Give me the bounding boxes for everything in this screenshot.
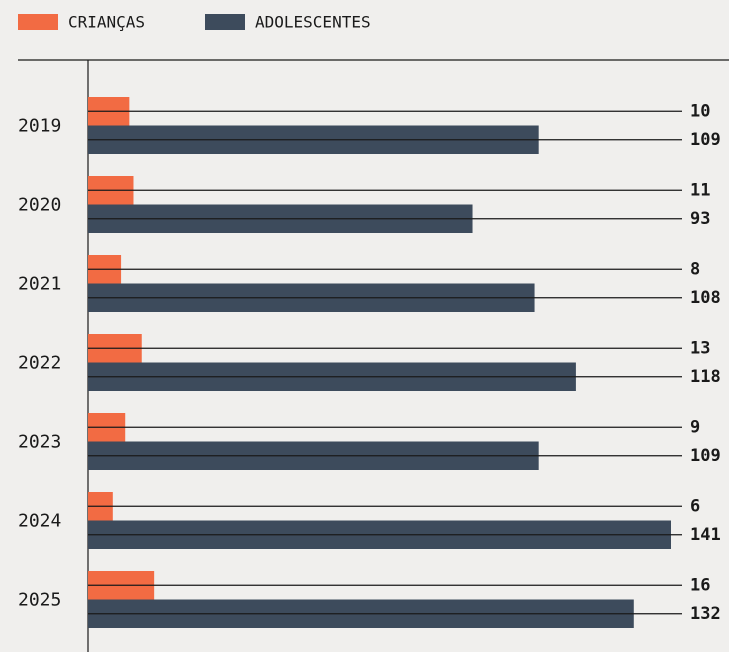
value-label: 6 [690,496,700,516]
category-label: 2019 [18,116,61,137]
value-label: 118 [690,367,721,387]
category-label: 2024 [18,511,61,532]
legend-swatch [18,14,58,30]
value-label: 10 [690,101,710,121]
category-label: 2023 [18,432,61,453]
value-label: 11 [690,180,710,200]
value-label: 93 [690,209,710,229]
category-label: 2020 [18,195,61,216]
value-label: 9 [690,417,700,437]
value-label: 8 [690,259,700,279]
value-label: 132 [690,604,721,624]
value-label: 109 [690,446,721,466]
value-label: 13 [690,338,710,358]
legend-label: CRIANÇAS [68,13,145,32]
legend-label: ADOLESCENTES [255,13,371,32]
value-label: 109 [690,130,721,150]
category-label: 2021 [18,274,61,295]
value-label: 16 [690,575,710,595]
value-label: 108 [690,288,721,308]
legend-swatch [205,14,245,30]
category-label: 2025 [18,590,61,611]
category-label: 2022 [18,353,61,374]
value-label: 141 [690,525,721,545]
